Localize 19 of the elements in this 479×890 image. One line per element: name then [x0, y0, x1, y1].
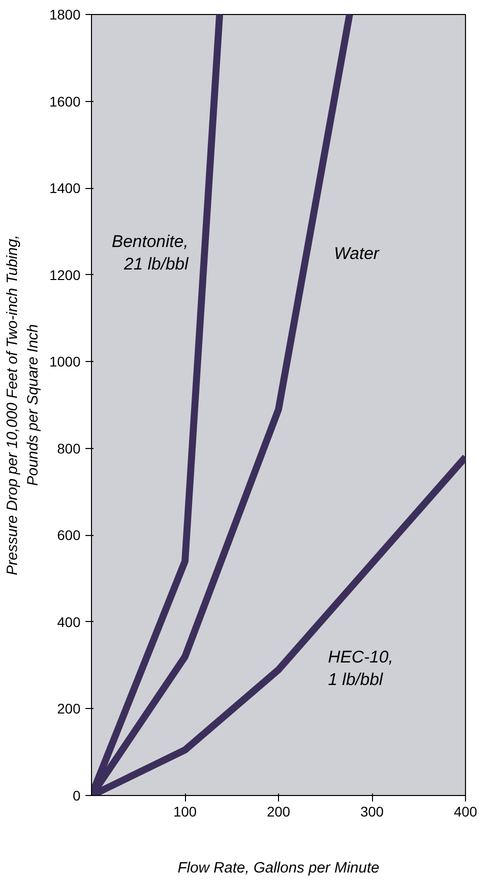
x-tick-label: 200	[266, 804, 290, 820]
series-label: Water	[334, 244, 380, 263]
y-tick-label: 1800	[49, 6, 81, 22]
y-tick-label: 400	[57, 614, 81, 630]
x-tick-label: 100	[173, 804, 197, 820]
x-tick-label: 300	[360, 804, 384, 820]
y-axis-title: Pressure Drop per 10,000 Feet of Two-inch Tubing, Pounds per Square Inch	[4, 234, 42, 576]
y-tick-label: 1200	[49, 266, 81, 283]
x-axis-title: Flow Rate, Gallons per Minute	[178, 860, 380, 876]
series-label: HEC-10, 1 lb/bbl	[328, 647, 394, 690]
y-tick-label: 600	[57, 527, 81, 544]
y-tick-label: 1000	[49, 354, 81, 370]
x-tick-label: 400	[454, 804, 478, 820]
y-tick-label: 0	[72, 788, 81, 804]
y-tick-label: 800	[57, 440, 81, 456]
y-tick-label: 200	[57, 700, 81, 717]
y-tick-label: 1600	[49, 93, 81, 110]
series-label: Bentonite, 21 lb/bbl	[112, 232, 190, 274]
y-tick-label: 1400	[49, 180, 81, 196]
